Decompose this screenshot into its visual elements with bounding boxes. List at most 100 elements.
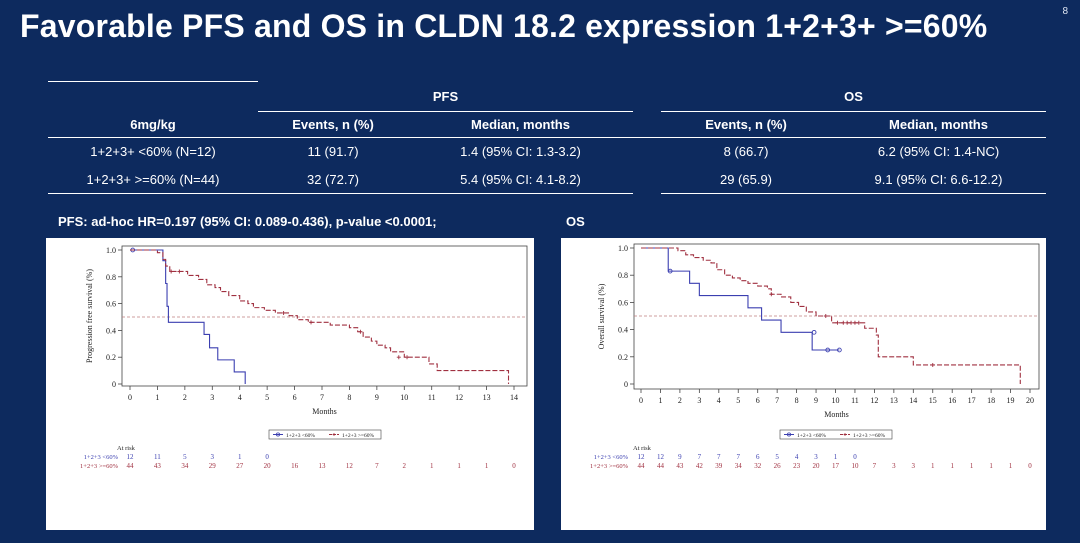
pfs-group-header: PFS bbox=[258, 81, 633, 112]
censor-mark bbox=[811, 329, 817, 335]
x-tick-label: 14 bbox=[909, 396, 917, 405]
legend-marker bbox=[275, 432, 280, 437]
x-tick-label: 1 bbox=[658, 396, 662, 405]
plot-frame bbox=[633, 243, 1040, 390]
x-tick-label: 11 bbox=[428, 393, 436, 402]
at-risk-value: 1 bbox=[950, 462, 954, 470]
x-axis-label: Months bbox=[312, 407, 336, 416]
at-risk-value: 11 bbox=[154, 453, 161, 461]
at-risk-value: 5 bbox=[775, 453, 779, 461]
pfs-chart-panel: 0 0.2 0.4 0.6 0.8 1.0 0 1 2 3 4 5 6 7 8 9 10 11 12 13 14 Mont… bbox=[46, 238, 534, 530]
dose-label: 6mg/kg bbox=[48, 111, 258, 138]
x-tick-label: 13 bbox=[890, 396, 898, 405]
y-tick-label: 0.6 bbox=[106, 300, 116, 309]
censor-mark bbox=[823, 314, 828, 318]
x-tick-label: 12 bbox=[870, 396, 878, 405]
x-tick-label: 17 bbox=[968, 396, 976, 405]
at-risk-value: 10 bbox=[851, 462, 859, 470]
km-curve-high bbox=[130, 249, 510, 384]
x-tick-label: 16 bbox=[948, 396, 956, 405]
y-tick-label: 0 bbox=[624, 380, 628, 389]
pfs-median-header: Median, months bbox=[408, 111, 633, 138]
censor-mark bbox=[667, 268, 673, 274]
x-tick-label: 15 bbox=[929, 396, 937, 405]
pfs-caption: PFS: ad-hoc HR=0.197 (95% CI: 0.089-0.43… bbox=[58, 214, 437, 229]
at-risk-value: 1 bbox=[989, 462, 993, 470]
censor-mark bbox=[769, 292, 774, 297]
legend-box bbox=[779, 429, 893, 440]
y-axis-label: Progression free survival (%) bbox=[85, 269, 94, 363]
at-risk-value: 3 bbox=[892, 462, 896, 470]
legend-label: 1+2+3 <60% bbox=[286, 433, 315, 439]
censor-mark bbox=[825, 347, 831, 353]
at-risk-value: 0 bbox=[853, 453, 857, 461]
x-tick-label: 10 bbox=[400, 393, 408, 402]
table-row: 1+2+3+ >=60% (N=44) 32 (72.7) 5.4 (95% C… bbox=[48, 165, 1046, 194]
at-risk-value: 20 bbox=[813, 462, 821, 470]
x-tick-label: 8 bbox=[795, 396, 799, 405]
at-risk-value: 7 bbox=[375, 462, 379, 470]
at-risk-value: 5 bbox=[183, 453, 187, 461]
at-risk-value: 0 bbox=[512, 462, 516, 470]
censor-mark bbox=[396, 355, 401, 360]
at-risk-value: 7 bbox=[717, 453, 721, 461]
at-risk-value: 3 bbox=[814, 453, 818, 461]
at-risk-row-label: 1+2+3 >=60% bbox=[590, 463, 629, 470]
at-risk-value: 3 bbox=[211, 453, 215, 461]
legend-box bbox=[268, 429, 382, 440]
at-risk-value: 4 bbox=[795, 453, 799, 461]
y-tick-label: 1.0 bbox=[106, 246, 116, 255]
at-risk-value: 34 bbox=[735, 462, 743, 470]
x-tick-label: 20 bbox=[1026, 396, 1034, 405]
censor-mark bbox=[841, 320, 846, 325]
at-risk-value: 1 bbox=[430, 462, 434, 470]
y-tick-label: 0.8 bbox=[106, 273, 116, 282]
km-curve-low bbox=[641, 247, 840, 351]
at-risk-value: 1 bbox=[485, 462, 489, 470]
row-label: 1+2+3+ >=60% (N=44) bbox=[48, 165, 258, 194]
os-chart-panel: 0 0.2 0.4 0.6 0.8 1.0 0 1 2 3 4 5 6 7 8 9 10 11 12 13 14 15 16… bbox=[561, 238, 1046, 530]
x-tick-label: 9 bbox=[375, 393, 379, 402]
legend-marker bbox=[786, 432, 791, 437]
os-events-cell: 29 (65.9) bbox=[661, 165, 831, 194]
plot-frame bbox=[121, 245, 528, 387]
y-tick-label: 0.8 bbox=[618, 271, 628, 280]
at-risk-value: 44 bbox=[638, 462, 646, 470]
at-risk-row-label: 1+2+3 <60% bbox=[84, 454, 119, 461]
legend-marker bbox=[843, 433, 847, 436]
y-tick-label: 0.4 bbox=[106, 326, 116, 335]
at-risk-value: 1 bbox=[238, 453, 242, 461]
x-tick-label: 0 bbox=[639, 396, 643, 405]
at-risk-value: 43 bbox=[676, 462, 684, 470]
x-tick-label: 5 bbox=[736, 396, 740, 405]
x-tick-label: 6 bbox=[293, 393, 297, 402]
legend-marker bbox=[332, 433, 336, 436]
os-caption: OS bbox=[566, 214, 585, 229]
censor-mark bbox=[856, 320, 861, 325]
slide-number: 8 bbox=[1062, 6, 1068, 17]
at-risk-value: 12 bbox=[346, 462, 354, 470]
x-axis-label: Months bbox=[824, 410, 848, 419]
km-curve-high bbox=[641, 247, 1021, 384]
at-risk-value: 43 bbox=[154, 462, 162, 470]
y-tick-label: 0 bbox=[112, 380, 116, 389]
os-km-chart: 00.20.40.60.81.00 1 2 3 4 5 6 7 8 9 10 11 12 13 14 15 16… bbox=[590, 243, 1040, 470]
at-risk-value: 26 bbox=[774, 462, 782, 470]
at-risk-value: 12 bbox=[127, 453, 135, 461]
x-tick-label: 4 bbox=[238, 393, 242, 402]
at-risk-value: 9 bbox=[678, 453, 682, 461]
y-axis-label: Overall survival (%) bbox=[597, 283, 606, 349]
os-median-cell: 9.1 (95% CI: 6.6-12.2) bbox=[831, 165, 1046, 194]
at-risk-value: 39 bbox=[715, 462, 723, 470]
table-column-header: 6mg/kg Events, n (%) Median, months Even… bbox=[48, 111, 1046, 138]
table-group-header: PFS OS bbox=[48, 81, 1046, 112]
at-risk-value: 34 bbox=[181, 462, 189, 470]
x-tick-label: 8 bbox=[347, 393, 351, 402]
at-risk-row-label: 1+2+3 <60% bbox=[594, 454, 629, 461]
row-label: 1+2+3+ <60% (N=12) bbox=[90, 144, 216, 160]
at-risk-value: 27 bbox=[236, 462, 244, 470]
at-risk-value: 32 bbox=[754, 462, 762, 470]
os-events-header: Events, n (%) bbox=[661, 111, 831, 138]
at-risk-value: 1 bbox=[970, 462, 974, 470]
x-tick-label: 4 bbox=[717, 396, 721, 405]
